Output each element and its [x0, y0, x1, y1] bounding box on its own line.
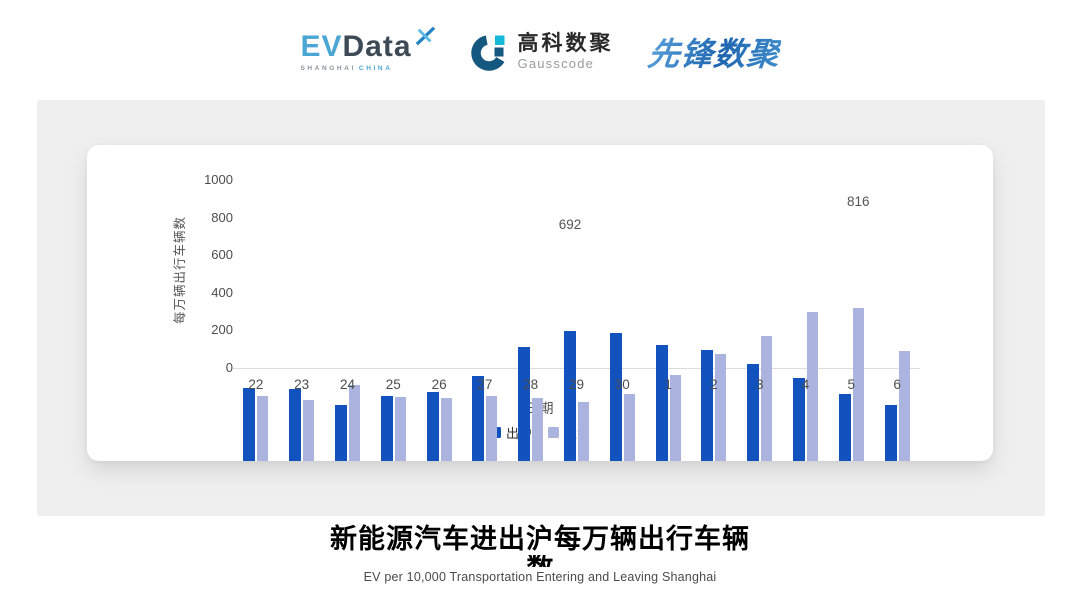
x-tick-label: 24 [339, 377, 355, 392]
gausscode-cn-text: 高科数聚 [517, 32, 614, 56]
x-tick-label: 28 [523, 377, 539, 392]
gausscode-text: 高科数聚 Gausscode [518, 33, 614, 71]
x-tick-label: 23 [294, 377, 310, 392]
evdata-x-icon [415, 26, 435, 46]
bar-出沪-26 [426, 392, 439, 461]
bar-value-label: 816 [847, 193, 870, 209]
x-tick-label: 5 [847, 377, 856, 392]
bar-出沪-28 [518, 347, 531, 461]
y-tick-label: 0 [225, 360, 233, 375]
bar-出沪-24 [335, 404, 347, 461]
bar-出沪-23 [289, 389, 302, 461]
bar-出沪-27 [472, 376, 485, 461]
bar-出沪-22 [243, 387, 256, 461]
evdata-logo: EV Data SHANGHAI CHINA [300, 26, 435, 72]
y-tick-label: 200 [211, 322, 233, 338]
bar-返沪-25 [394, 397, 406, 461]
bar-出沪-3 [747, 363, 760, 461]
chart-card: 每万辆出行车辆数 日期 出沪返沪 02004006008001000222324… [87, 145, 993, 461]
caption-subtitle: EV per 10,000 Transportation Entering an… [363, 570, 717, 585]
x-tick-label: 29 [568, 377, 584, 392]
bar-返沪-5 [852, 307, 864, 461]
x-tick-label: 1 [664, 377, 672, 392]
bar-返沪-22 [257, 396, 269, 461]
bar-出沪-25 [380, 395, 393, 461]
x-tick-label: 26 [431, 377, 447, 392]
evdata-ev-text: EV [300, 30, 343, 63]
chart-panel: 每万辆出行车辆数 日期 出沪返沪 02004006008001000222324… [37, 100, 1045, 516]
caption-title-overflow: 数 [0, 555, 1080, 567]
bar-出沪-30 [609, 333, 622, 461]
xianfeng-logo: 先锋数聚 [645, 29, 782, 75]
bar-返沪-23 [303, 399, 315, 461]
x-tick-label: 27 [477, 377, 493, 392]
y-tick-label: 800 [211, 209, 233, 225]
y-tick-label: 400 [211, 284, 233, 300]
legend-swatch [548, 427, 559, 438]
x-tick-label: 4 [801, 377, 810, 392]
y-tick-label: 1000 [204, 172, 233, 187]
x-tick-label: 2 [710, 377, 718, 392]
x-axis-line [233, 368, 920, 369]
bar-出沪-6 [884, 404, 897, 461]
x-tick-label: 6 [893, 377, 901, 392]
bar-返沪-27 [486, 395, 498, 461]
x-tick-label: 3 [755, 377, 764, 392]
bar-返沪-4 [807, 312, 818, 461]
bar-返沪-1 [669, 375, 681, 461]
bar-出沪-5 [838, 393, 851, 461]
x-tick-label: 22 [248, 377, 264, 392]
bar-返沪-30 [623, 394, 635, 461]
bar-返沪-2 [715, 354, 727, 461]
bar-返沪-29 [578, 402, 589, 461]
bar-返沪-26 [440, 398, 452, 461]
evdata-data-text: Data [342, 30, 412, 63]
x-tick-label: 30 [614, 377, 630, 392]
evdata-shanghai-text: SHANGHAI [300, 65, 356, 72]
evdata-subtitle: SHANGHAI CHINA [300, 65, 392, 72]
bar-出沪-4 [793, 377, 805, 461]
bar-返沪-3 [761, 335, 773, 461]
bar-返沪-24 [349, 384, 360, 461]
caption-title: 新能源汽车进出沪每万辆出行车辆 [330, 524, 750, 554]
bar-出沪-29 [564, 330, 576, 461]
evdata-china-text: CHINA [358, 65, 393, 72]
bar-返沪-28 [532, 397, 544, 461]
y-tick-label: 600 [211, 247, 233, 263]
caption-block: 新能源汽车进出沪每万辆出行车辆 数 EV per 10,000 Transpor… [0, 524, 1080, 584]
y-axis-title: 每万辆出行车辆数 [173, 216, 187, 325]
bar-出沪-2 [701, 350, 714, 461]
gausscode-g-icon [470, 35, 505, 71]
gausscode-logo: 高科数聚 Gausscode [470, 32, 614, 72]
evdata-wordmark: EV Data [300, 26, 435, 63]
gausscode-en-text: Gausscode [517, 56, 595, 72]
bar-返沪-6 [898, 351, 910, 461]
bar-出沪-1 [655, 345, 668, 461]
x-tick-label: 25 [385, 377, 401, 392]
bar-value-label: 692 [558, 216, 582, 232]
logo-bar: EV Data SHANGHAI CHINA 高科数聚 Gausscode 先锋数聚 [0, 20, 1080, 84]
